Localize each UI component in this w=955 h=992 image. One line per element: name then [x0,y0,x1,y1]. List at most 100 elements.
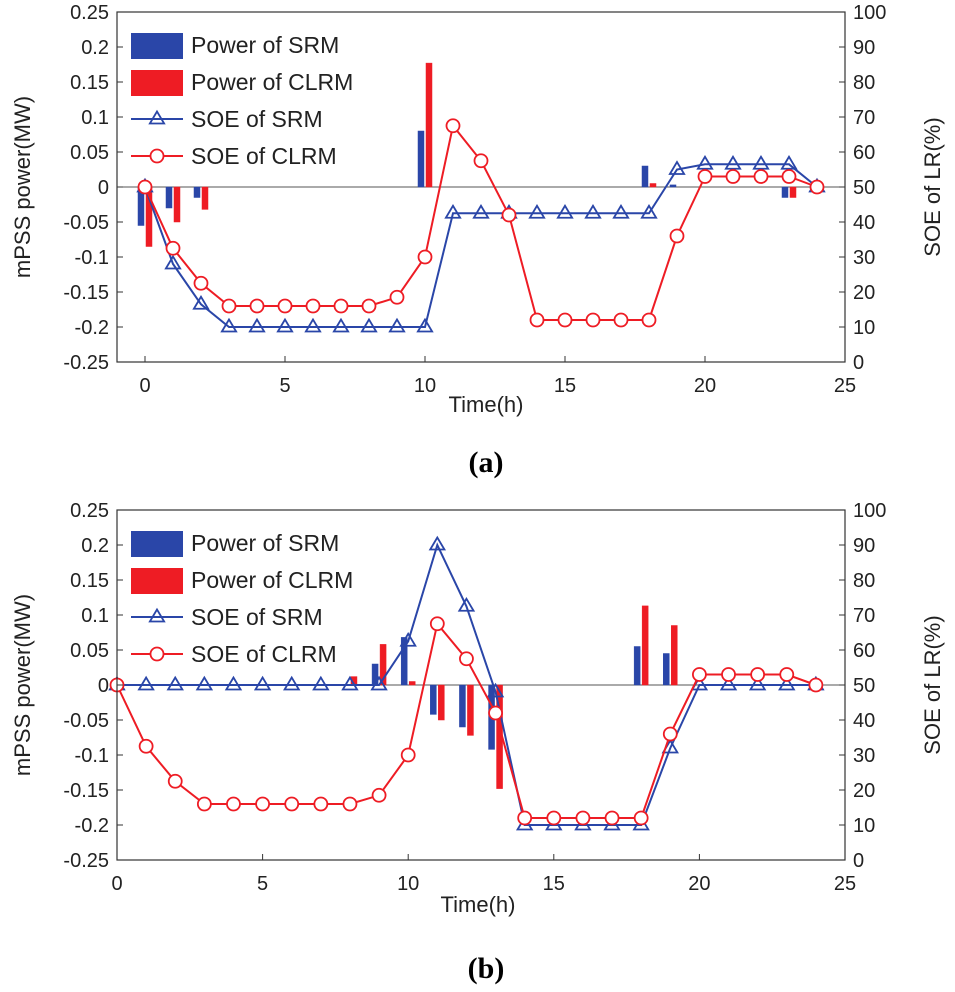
chart-b-marker-soe-clrm-6 [284,796,300,812]
chart-b-marker-soe-clrm-8 [342,796,358,812]
chart-b-legend-label-1: Power of CLRM [191,567,353,593]
chart-b-ytick-label: 0.15 [70,570,109,592]
chart-a-marker-soe-srm-12 [472,203,490,219]
chart-b-marker-soe-srm-7 [312,675,330,691]
chart-a-marker-soe-clrm-14 [529,312,545,328]
chart-b-marker-soe-clrm-21 [721,667,736,682]
chart-a-marker-soe-clrm-22 [753,169,769,184]
chart-a-y2tick-label: 90 [853,37,875,59]
chart-a-y2tick-label: 20 [853,282,875,304]
chart-b-legend-label-2: SOE of SRM [191,604,323,630]
chart-b-legend-label-0: Power of SRM [191,530,339,556]
chart-b-ytick-label: 0.25 [70,500,109,522]
chart-b-y2-axis-label: SOE of LR(%) [920,615,945,754]
chart-b-marker-soe-clrm-15 [546,810,562,826]
chart-b-marker-soe-clrm-7 [313,796,329,812]
chart-b-bar-srm-12 [459,684,466,728]
chart-a-marker-soe-srm-20 [696,154,714,170]
chart-a-marker-soe-clrm-5 [277,298,293,314]
chart-b-marker-soe-clrm-13 [488,705,503,721]
chart-a-ytick-label: -0.15 [63,282,109,304]
chart-b-x-axis-label: Time(h) [441,892,516,917]
chart-a-bar-srm-10 [417,130,425,188]
chart-b-ytick-label: -0.05 [63,710,109,732]
chart-b-y2tick-label: 60 [853,640,875,662]
chart-a-marker-soe-srm-16 [584,203,602,219]
chart-a-marker-soe-srm-2 [192,294,210,310]
chart-a-marker-soe-srm-19 [668,160,686,175]
chart-a-marker-soe-srm-6 [304,317,322,333]
chart-b-marker-soe-clrm-2 [167,773,183,789]
chart-b-bar-clrm-11 [438,684,445,721]
chart-b-bar-clrm-12 [467,684,474,736]
chart-a-ytick-label: 0.25 [70,2,109,24]
chart-a-ytick-label: -0.1 [75,247,109,269]
chart-a-marker-soe-srm-18 [640,203,658,219]
chart-b-bar-srm-18 [633,646,641,686]
chart-b-y2tick-label: 80 [853,570,875,592]
chart-a: -0.25 -0.2 -0.15 -0.1 -0.05 0 0.05 0.1 0.15 0.2 0.… [10,2,945,479]
chart-a-marker-soe-clrm-3 [221,298,237,314]
chart-b-bar-clrm-18 [641,605,649,686]
chart-b-bar-srm-11 [430,684,437,715]
chart-b-bar-srm-19 [663,653,670,686]
chart-b-ytick-label: -0.2 [75,815,109,837]
chart-a-legend-label-3: SOE of CLRM [191,143,337,169]
chart-b-ytick-label: 0.05 [70,640,109,662]
chart-a-ytick-label: -0.2 [75,317,109,339]
chart-b-marker-soe-srm-6 [283,675,301,691]
chart-b-caption: (b) [468,952,505,985]
chart-a-legend-label-1: Power of CLRM [191,69,353,95]
chart-b-marker-soe-srm-22 [748,675,767,691]
chart-a-y2tick-label: 40 [853,212,875,234]
chart-a-marker-soe-clrm-21 [725,169,741,184]
chart-b-xtick-label: 20 [688,873,710,895]
chart-a-marker-soe-srm-9 [388,317,406,333]
chart-a-marker-soe-srm-7 [332,317,350,333]
chart-b-marker-soe-srm-10 [399,631,417,647]
chart-a-marker-soe-srm-8 [360,317,378,333]
chart-a-marker-soe-srm-4 [248,317,266,333]
chart-a-ytick-label: 0.05 [70,142,109,164]
chart-a-y2tick-label: 80 [853,72,875,94]
chart-a-marker-soe-clrm-10 [417,249,433,265]
chart-a-marker-soe-clrm-9 [389,289,405,305]
chart-a-marker-soe-srm-17 [612,203,630,219]
chart-a-x-axis-label: Time(h) [449,392,524,417]
chart-a-legend-label-0: Power of SRM [191,32,339,58]
chart-a-marker-soe-srm-3 [220,317,238,333]
chart-a-marker-soe-clrm-23 [781,169,797,184]
chart-a-xtick-label: 25 [834,375,856,397]
chart-a-marker-soe-clrm-13 [501,207,517,223]
chart-a-xtick-label: 20 [694,375,716,397]
chart-a-y-axis-label: mPSS power(MW) [10,96,35,278]
chart-b-ytick-label: -0.1 [75,745,109,767]
chart-a-ytick-label: 0.15 [70,72,109,94]
chart-a-marker-soe-clrm-17 [613,312,629,328]
chart-a-marker-soe-srm-11 [444,203,462,219]
chart-b-xtick-label: 0 [111,873,122,895]
chart-b-marker-soe-srm-5 [253,675,272,691]
chart-a-marker-soe-clrm-12 [473,153,489,169]
chart-b-marker-soe-clrm-5 [255,796,271,812]
chart-a-marker-soe-clrm-19 [669,228,685,244]
chart-b-ytick-label: -0.15 [63,780,109,802]
chart-b-xtick-label: 25 [834,873,856,895]
chart-a-y2tick-label: 50 [853,177,875,199]
chart-b-line-soe-srm [117,542,816,826]
chart-a-xtick-label: 5 [279,375,290,397]
chart-b-marker-soe-srm-2 [166,675,184,691]
chart-a-bar-srm-18 [641,165,649,188]
chart-b-xtick-label: 5 [257,873,268,895]
chart-a-marker-soe-clrm-0 [137,179,153,195]
chart-a-marker-soe-srm-22 [752,154,770,170]
chart-b-y2tick-label: 0 [853,850,864,872]
chart-a-bar-srm-23 [781,186,789,198]
chart-b-marker-soe-clrm-3 [196,796,212,812]
chart-b-legend-swatch-clrm [131,568,183,594]
chart-b-marker-soe-clrm-23 [779,667,795,682]
chart-a-bar-clrm-2 [201,186,209,210]
chart-b-marker-soe-clrm-4 [226,796,241,812]
chart-b-marker-soe-clrm-17 [604,810,620,826]
chart-b-legend-marker-circle [149,646,165,662]
